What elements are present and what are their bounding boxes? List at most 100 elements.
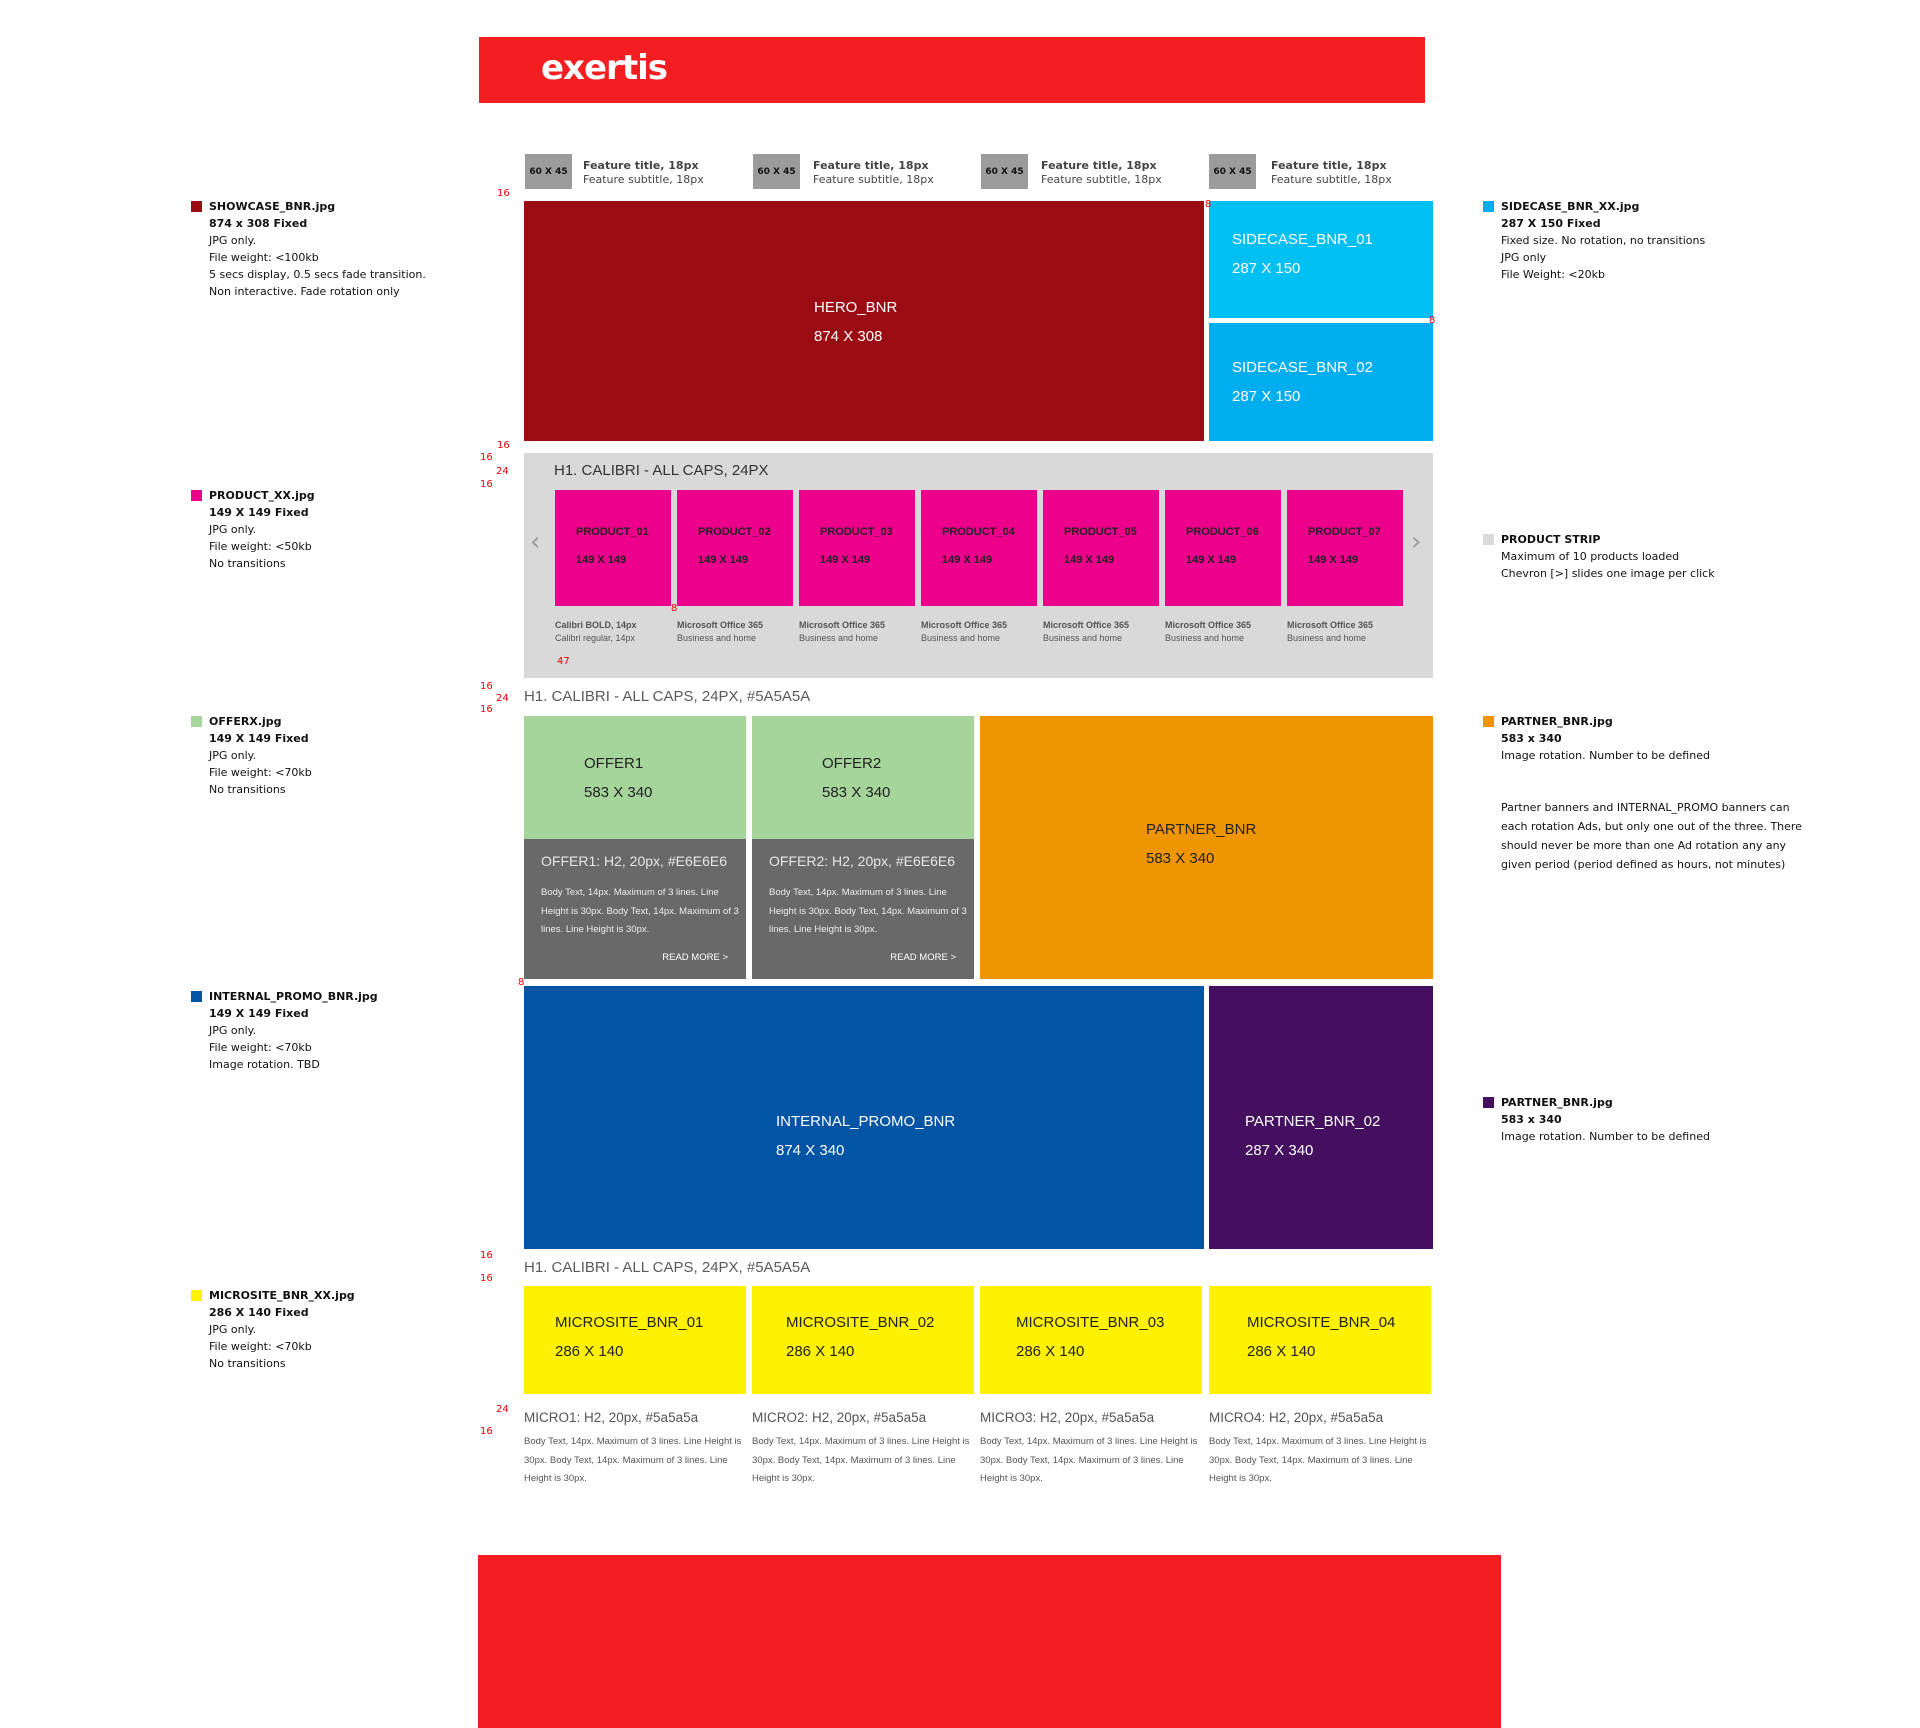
banner-size: 286 X 140 xyxy=(786,1343,855,1360)
product-caption-subtitle: Business and home xyxy=(1165,633,1245,643)
banner-name: OFFER2 xyxy=(822,755,882,772)
banner-size: 583 X 340 xyxy=(584,784,653,801)
offer-title: OFFER1: H2, 20px, #E6E6E6 xyxy=(541,853,727,869)
hero-banner[interactable]: HERO_BNR 874 X 308 xyxy=(524,201,1204,441)
product-caption-subtitle: Business and home xyxy=(1287,633,1367,643)
internal-promo-banner[interactable]: INTERNAL_PROMO_BNR 874 X 340 xyxy=(524,986,1204,1249)
product-caption-subtitle: Business and home xyxy=(1043,633,1123,643)
product-caption-title: Microsoft Office 365 xyxy=(1043,620,1130,630)
banner-name: MICROSITE_BNR_02 xyxy=(786,1314,935,1331)
product-tile[interactable]: PRODUCT_05 149 X 149 xyxy=(1043,490,1159,606)
product-size: 149 X 149 xyxy=(698,554,749,566)
feature-title: Feature title, 18px xyxy=(813,159,929,172)
exertis-logo[interactable]: exertis xyxy=(541,48,668,88)
chevron-right-icon[interactable]: › xyxy=(1411,527,1422,557)
product-tile[interactable]: PRODUCT_02 149 X 149 xyxy=(677,490,793,606)
chevron-left-icon[interactable]: ‹ xyxy=(530,527,541,557)
offer-2-details: OFFER2: H2, 20px, #E6E6E6 Body Text, 14p… xyxy=(752,839,974,979)
banner-name: MICROSITE_BNR_04 xyxy=(1247,1314,1396,1331)
feature-subtitle: Feature subtitle, 18px xyxy=(1271,173,1392,186)
spacing-mark: 8 xyxy=(1429,315,1436,326)
microsite-title: MICRO2: H2, 20px, #5a5a5a xyxy=(752,1410,927,1425)
spacing-mark: 8 xyxy=(518,977,525,988)
banner-name: OFFER1 xyxy=(584,755,644,772)
product-caption: Calibri BOLD, 14px Calibri regular, 14px xyxy=(555,619,637,645)
feature-subtitle: Feature subtitle, 18px xyxy=(583,173,704,186)
color-swatch xyxy=(1483,716,1494,727)
color-swatch xyxy=(191,201,202,212)
microsite-banner-04[interactable]: MICROSITE_BNR_04 286 X 140 xyxy=(1209,1286,1431,1394)
microsite-title: MICRO3: H2, 20px, #5a5a5a xyxy=(980,1410,1155,1425)
product-caption: Microsoft Office 365 Business and home xyxy=(1165,619,1251,645)
microsite-banner-02[interactable]: MICROSITE_BNR_02 286 X 140 xyxy=(752,1286,974,1394)
feature-subtitle: Feature subtitle, 18px xyxy=(1041,173,1162,186)
microsite-banner-01[interactable]: MICROSITE_BNR_01 286 X 140 xyxy=(524,1286,746,1394)
note-line: JPG only. xyxy=(209,1323,257,1336)
strip-heading: H1. CALIBRI - ALL CAPS, 24PX xyxy=(554,462,769,479)
offer-2-banner[interactable]: OFFER2 583 X 340 xyxy=(752,716,974,839)
spacing-mark: 16 xyxy=(480,1273,493,1284)
microsite-body-text: Body Text, 14px. Maximum of 3 lines. Lin… xyxy=(752,1436,970,1484)
product-caption: Microsoft Office 365 Business and home xyxy=(799,619,885,645)
note-line: INTERNAL_PROMO_BNR.jpg xyxy=(209,990,378,1003)
feature-item[interactable]: Feature title, 18px Feature subtitle, 18… xyxy=(1271,159,1392,187)
color-swatch xyxy=(191,991,202,1002)
note-line: File weight: <70kb xyxy=(209,1041,312,1054)
microsite-banner-03[interactable]: MICROSITE_BNR_03 286 X 140 xyxy=(980,1286,1202,1394)
banner-name: INTERNAL_PROMO_BNR xyxy=(776,1113,956,1130)
note-line: No transitions xyxy=(209,783,286,796)
spacing-mark: 16 xyxy=(497,440,510,451)
product-size: 149 X 149 xyxy=(820,554,871,566)
note-line: Partner banners and INTERNAL_PROMO banne… xyxy=(1501,801,1790,814)
feature-thumbnail: 60 X 45 xyxy=(1209,154,1256,189)
product-tile[interactable]: PRODUCT_03 149 X 149 xyxy=(799,490,915,606)
banner-size: 286 X 140 xyxy=(1016,1343,1085,1360)
color-swatch xyxy=(191,716,202,727)
note-line: JPG only xyxy=(1501,251,1547,264)
product-caption: Microsoft Office 365 Business and home xyxy=(1287,619,1373,645)
spacing-mark: 24 xyxy=(496,693,509,704)
product-tile[interactable]: PRODUCT_01 149 X 149 xyxy=(555,490,671,606)
product-name: PRODUCT_04 xyxy=(942,526,1015,538)
product-caption-title: Microsoft Office 365 xyxy=(1165,620,1252,630)
note-line: given period (period defined as hours, n… xyxy=(1501,858,1786,871)
read-more-link[interactable]: READ MORE > xyxy=(662,952,728,963)
note-line: 149 X 149 Fixed xyxy=(209,732,309,745)
note-line: 286 X 140 Fixed xyxy=(209,1306,309,1319)
note-line: JPG only. xyxy=(209,1024,257,1037)
microsite-title: MICRO1: H2, 20px, #5a5a5a xyxy=(524,1410,699,1425)
offer-title: OFFER2: H2, 20px, #E6E6E6 xyxy=(769,853,955,869)
offer-1-banner[interactable]: OFFER1 583 X 340 xyxy=(524,716,746,839)
feature-thumbnail: 60 X 45 xyxy=(753,154,800,189)
microsite-body-text: Body Text, 14px. Maximum of 3 lines. Lin… xyxy=(524,1436,742,1484)
note-line: 5 secs display, 0.5 secs fade transition… xyxy=(209,268,426,281)
sidecase-banner-02[interactable]: SIDECASE_BNR_02 287 X 150 xyxy=(1209,323,1433,441)
feature-item[interactable]: Feature title, 18px Feature subtitle, 18… xyxy=(813,159,934,187)
product-size: 149 X 149 xyxy=(942,554,993,566)
microsite-body-text: Body Text, 14px. Maximum of 3 lines. Lin… xyxy=(1209,1436,1427,1484)
note-line: File Weight: <20kb xyxy=(1501,268,1605,281)
product-tile[interactable]: PRODUCT_07 149 X 149 xyxy=(1287,490,1403,606)
product-tile[interactable]: PRODUCT_06 149 X 149 xyxy=(1165,490,1281,606)
read-more-link[interactable]: READ MORE > xyxy=(890,952,956,963)
partner-banner-02[interactable]: PARTNER_BNR_02 287 X 340 xyxy=(1209,986,1433,1249)
partner-banner[interactable]: PARTNER_BNR 583 X 340 xyxy=(980,716,1433,979)
note-line: File weight: <70kb xyxy=(209,766,312,779)
product-caption-subtitle: Calibri regular, 14px xyxy=(555,633,636,643)
feature-item[interactable]: Feature title, 18px Feature subtitle, 18… xyxy=(1041,159,1162,187)
color-swatch xyxy=(1483,1097,1494,1108)
product-caption: Microsoft Office 365 Business and home xyxy=(921,619,1007,645)
product-name: PRODUCT_02 xyxy=(698,526,771,538)
note-line: Fixed size. No rotation, no transitions xyxy=(1501,234,1706,247)
product-caption-subtitle: Business and home xyxy=(921,633,1001,643)
spacing-mark: 8 xyxy=(671,603,678,614)
product-name: PRODUCT_06 xyxy=(1186,526,1259,538)
sidecase-banner-01[interactable]: SIDECASE_BNR_01 287 X 150 xyxy=(1209,201,1433,318)
banner-size: 287 X 150 xyxy=(1232,260,1301,277)
note-line: 874 x 308 Fixed xyxy=(209,217,308,230)
banner-size: 583 X 340 xyxy=(822,784,891,801)
feature-item[interactable]: Feature title, 18px Feature subtitle, 18… xyxy=(583,159,704,187)
banner-name: PARTNER_BNR xyxy=(1146,821,1257,838)
product-caption-title: Calibri BOLD, 14px xyxy=(555,620,637,630)
product-tile[interactable]: PRODUCT_04 149 X 149 xyxy=(921,490,1037,606)
